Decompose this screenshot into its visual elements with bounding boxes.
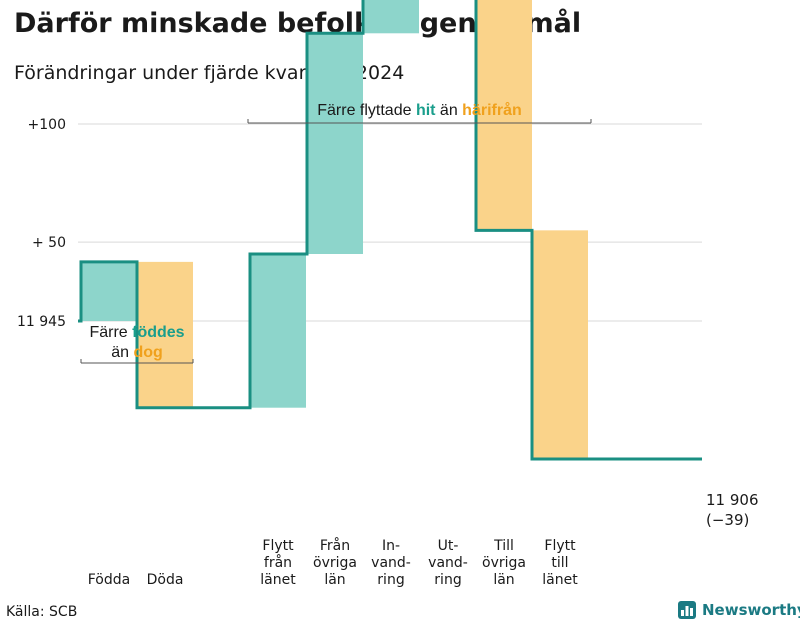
x-axis-label: Från <box>320 537 350 554</box>
waterfall-bar <box>476 0 532 231</box>
x-axis-label: ring <box>434 572 461 588</box>
end-value-label: 11 906 <box>706 491 759 509</box>
x-axis-label: vand- <box>428 555 468 571</box>
x-axis-label: Flytt <box>544 538 576 554</box>
x-axis-label: In- <box>382 538 400 554</box>
annotation-text: Färre föddes <box>89 324 184 341</box>
x-axis-label: Flytt <box>262 538 294 554</box>
y-tick-label: 11 945 <box>17 314 66 330</box>
x-axis-label: Födda <box>88 572 130 588</box>
x-axis-label: Döda <box>147 572 184 588</box>
x-axis-label: övriga <box>482 555 526 571</box>
y-tick-label: +100 <box>28 117 66 133</box>
waterfall-bar <box>532 230 588 459</box>
end-change-label: (−39) <box>706 511 749 529</box>
x-axis-label: till <box>551 555 568 571</box>
bar-chart-logo-icon <box>678 601 696 619</box>
x-axis-labels: Födda DödaFlyttfrånlänetFrånövrigalänIn-v… <box>88 537 578 588</box>
waterfall-bar <box>363 0 419 34</box>
waterfall-chart: 11 945+ 50+100 Födda DödaFlyttfrånlänetFr… <box>17 0 759 588</box>
x-axis-label: vand- <box>371 555 411 571</box>
x-axis-label: ring <box>377 572 404 588</box>
brand-name: Newsworthy <box>702 601 800 619</box>
waterfall-bar <box>137 261 193 408</box>
x-axis-label: Till <box>493 538 514 554</box>
annotations: Färre föddes än dog Färre flyttade hit än … <box>80 101 592 364</box>
source-note: Källa: SCB <box>6 604 78 620</box>
end-value-labels: 11 906 (−39) <box>706 491 759 529</box>
x-axis-label: Ut- <box>438 538 459 554</box>
waterfall-bar <box>250 254 306 408</box>
annotation-text: än dog <box>111 344 163 361</box>
bars <box>81 0 588 459</box>
brand-logo: Newsworthy <box>678 601 800 619</box>
waterfall-bar <box>81 261 137 321</box>
x-axis-label: länet <box>542 572 578 588</box>
x-axis-label: övriga <box>313 555 357 571</box>
y-tick-label: + 50 <box>32 235 66 251</box>
x-axis-label: länet <box>260 572 296 588</box>
waterfall-bar <box>307 33 363 255</box>
y-axis-ticks: 11 945 + 50 +100 <box>17 117 66 330</box>
x-axis-label: län <box>324 572 345 588</box>
x-axis-label: län <box>493 572 514 588</box>
running-total-line <box>78 0 702 461</box>
annotation-text: Färre flyttade hit än härifrån <box>317 101 522 119</box>
x-axis-label: från <box>264 554 292 571</box>
